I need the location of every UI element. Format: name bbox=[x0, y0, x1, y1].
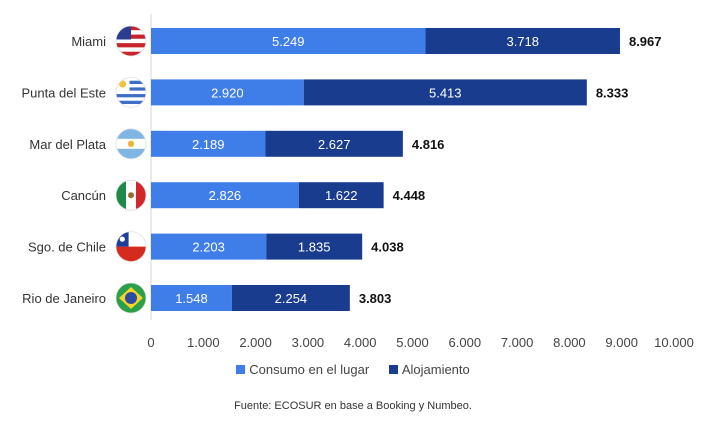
category-label: Punta del Este bbox=[21, 85, 106, 100]
bar-value-label: 2.203 bbox=[192, 240, 225, 255]
x-tick-label: 1.000 bbox=[187, 335, 220, 350]
x-tick-label: 6.000 bbox=[449, 335, 482, 350]
chart-area: Miami 5.249 3.718 8.967 Punta del Este 2.920 5… bbox=[21, 14, 694, 350]
legend-swatch-consumo bbox=[236, 365, 246, 374]
legend-label-alojamiento: Alojamiento bbox=[401, 362, 470, 377]
usa-flag-icon bbox=[115, 25, 147, 57]
flag-band bbox=[116, 148, 146, 159]
flag-band bbox=[136, 180, 146, 211]
flag-emblem bbox=[128, 192, 134, 199]
category-label: Sgo. de Chile bbox=[28, 240, 106, 255]
bar-value-label: 2.254 bbox=[275, 291, 308, 306]
flag-stripe bbox=[116, 100, 146, 105]
bar-consumo bbox=[151, 233, 267, 260]
legend-swatch-alojamiento bbox=[388, 365, 398, 374]
flag-star bbox=[119, 236, 125, 242]
category-label: Rio de Janeiro bbox=[22, 291, 106, 306]
bar-consumo bbox=[151, 182, 299, 209]
flag-outline bbox=[115, 77, 147, 108]
legend-item-alojamiento: Alojamiento bbox=[388, 362, 470, 377]
mexico-flag-icon bbox=[115, 179, 147, 211]
flag-stripe bbox=[116, 87, 146, 91]
flag-stripe bbox=[116, 94, 146, 98]
bar-total-label: 8.333 bbox=[596, 85, 629, 100]
flag-stripe bbox=[116, 104, 146, 108]
bar-value-label: 5.413 bbox=[429, 85, 462, 100]
bar-group: Miami 5.249 3.718 8.967 Punta del Este 2.920 5… bbox=[21, 25, 662, 314]
bar-value-label: 2.627 bbox=[318, 137, 351, 152]
bar-consumo bbox=[151, 79, 304, 106]
chile-flag-icon bbox=[115, 231, 147, 263]
bar-value-label: 2.920 bbox=[211, 85, 244, 100]
flag-body bbox=[116, 180, 146, 211]
bar-value-label: 3.718 bbox=[506, 34, 539, 49]
flag-band bbox=[116, 128, 146, 139]
flag-stripe bbox=[116, 77, 146, 81]
x-tick-label: 5.000 bbox=[396, 335, 429, 350]
uruguay-flag-icon bbox=[115, 77, 147, 108]
flag-outline bbox=[115, 282, 147, 314]
bar-value-label: 2.189 bbox=[192, 137, 225, 152]
bar-consumo bbox=[151, 285, 232, 311]
flag-stripe bbox=[116, 38, 146, 44]
legend-item-consumo: Consumo en el lugar bbox=[236, 362, 369, 377]
x-axis-ticks: 0 1.000 2.000 3.000 4.000 5.000 6.000 7.000 8.00… bbox=[147, 335, 694, 350]
bar-total-label: 3.803 bbox=[359, 291, 392, 306]
argentina-flag-icon bbox=[115, 128, 147, 160]
bar-value-label: 2.826 bbox=[209, 188, 242, 203]
flag-sun bbox=[119, 80, 127, 88]
flag-globe bbox=[125, 292, 137, 304]
flag-sun bbox=[127, 140, 135, 147]
x-tick-label: 8.000 bbox=[553, 335, 586, 350]
category-label: Mar del Plata bbox=[29, 137, 106, 152]
flag-stripe bbox=[116, 90, 146, 95]
flag-stripe bbox=[116, 80, 146, 85]
bar-value-label: 1.835 bbox=[298, 240, 331, 255]
bar-alojamiento bbox=[425, 28, 620, 54]
bar-value-label: 1.548 bbox=[175, 291, 208, 306]
bar-alojamiento bbox=[265, 130, 403, 157]
category-label: Cancún bbox=[61, 188, 106, 203]
flag-band bbox=[116, 180, 126, 211]
flag-stripe bbox=[116, 97, 146, 101]
flag-body bbox=[116, 128, 146, 159]
bar-total-label: 4.816 bbox=[412, 137, 445, 152]
flag-band bbox=[116, 246, 146, 262]
flag-outline bbox=[115, 25, 147, 57]
flag-body bbox=[116, 283, 146, 313]
x-tick-label: 3.000 bbox=[292, 335, 325, 350]
bar-consumo bbox=[151, 28, 426, 54]
bar-alojamiento bbox=[266, 233, 363, 260]
bar-value-label: 1.622 bbox=[325, 188, 358, 203]
x-tick-label: 0 bbox=[147, 335, 154, 350]
x-tick-label: 7.000 bbox=[501, 335, 534, 350]
x-tick-label: 9.000 bbox=[605, 335, 638, 350]
x-tick-label: 2.000 bbox=[239, 335, 272, 350]
bar-total-label: 4.038 bbox=[371, 240, 404, 255]
bar-value-label: 5.249 bbox=[272, 34, 305, 49]
bar-total-label: 8.967 bbox=[629, 34, 662, 49]
flag-stripe bbox=[116, 47, 146, 52]
bar-total-label: 4.448 bbox=[393, 188, 426, 203]
flag-body bbox=[116, 77, 146, 108]
legend-label-consumo: Consumo en el lugar bbox=[249, 362, 370, 377]
bar-alojamiento bbox=[303, 79, 587, 106]
x-tick-label: 4.000 bbox=[344, 335, 377, 350]
flag-stripe bbox=[116, 51, 146, 56]
legend: Consumo en el lugar Alojamiento bbox=[0, 362, 706, 377]
flag-outline bbox=[115, 231, 147, 263]
bar-consumo bbox=[151, 130, 266, 157]
x-tick-label: 10.000 bbox=[654, 335, 694, 350]
flag-stripe bbox=[116, 84, 146, 88]
flag-stripe bbox=[116, 43, 146, 48]
category-label: Miami bbox=[71, 34, 106, 49]
bar-alojamiento bbox=[298, 182, 384, 209]
brazil-flag-icon bbox=[115, 282, 147, 314]
source-note: Fuente: ECOSUR en base a Booking y Numbe… bbox=[234, 400, 472, 412]
flag-body bbox=[116, 231, 146, 262]
bar-alojamiento bbox=[231, 285, 350, 311]
flag-outline bbox=[115, 179, 147, 211]
flag-outline bbox=[115, 128, 147, 160]
